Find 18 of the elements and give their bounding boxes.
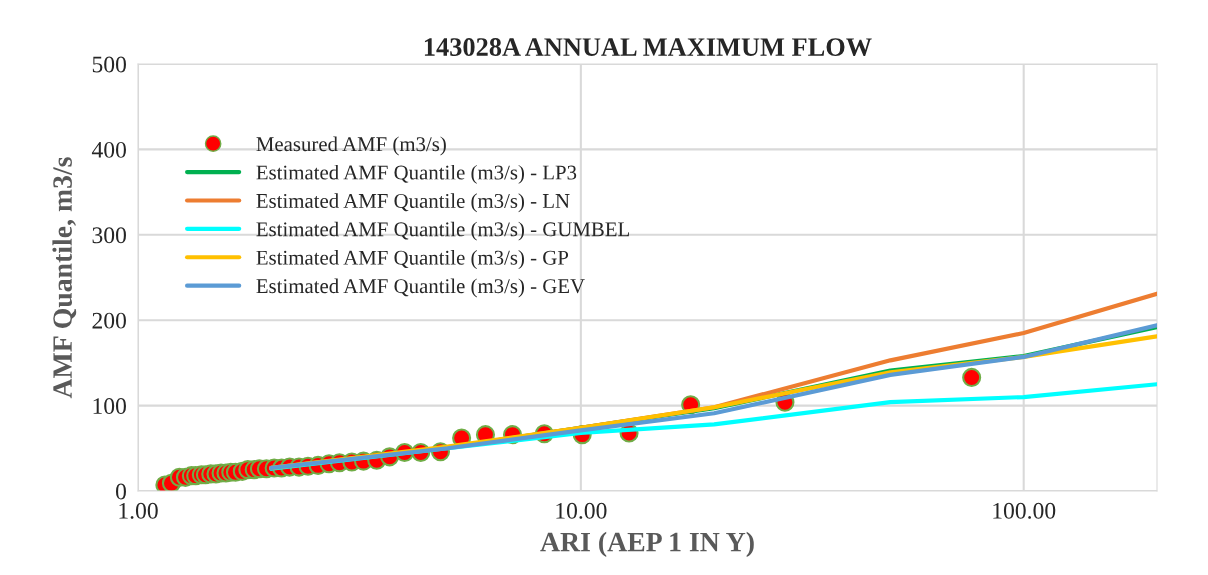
x-tick-label: 10.00 xyxy=(556,502,607,519)
y-tick-label: 100 xyxy=(93,398,126,415)
y-axis-title: AMF Quantile, m3/s xyxy=(52,157,77,399)
y-tick-label: 200 xyxy=(92,312,126,329)
x-tick-label: 100.00 xyxy=(993,502,1056,519)
y-tick-label: 400 xyxy=(91,141,126,158)
y-tick-label: 0 xyxy=(115,483,126,500)
chart-title: 143028A ANNUAL MAXIMUM FLOW xyxy=(424,38,872,57)
legend-label: Estimated AMF Quantile (m3/s) - GUMBEL xyxy=(256,221,629,241)
legend-label: Estimated AMF Quantile (m3/s) - GEV xyxy=(256,278,585,298)
y-tick-label: 300 xyxy=(92,227,126,244)
legend-label: Estimated AMF Quantile (m3/s) - GP xyxy=(256,250,569,269)
x-axis-title: ARI (AEP 1 IN Y) xyxy=(540,531,754,558)
legend-label: Measured AMF (m3/s) xyxy=(256,136,446,156)
x-tick-label: 1.00 xyxy=(119,502,158,519)
legend-label: Estimated AMF Quantile (m3/s) - LN xyxy=(256,193,570,213)
legend-label: Estimated AMF Quantile (m3/s) - LP3 xyxy=(256,164,577,184)
y-tick-label: 500 xyxy=(92,56,126,73)
